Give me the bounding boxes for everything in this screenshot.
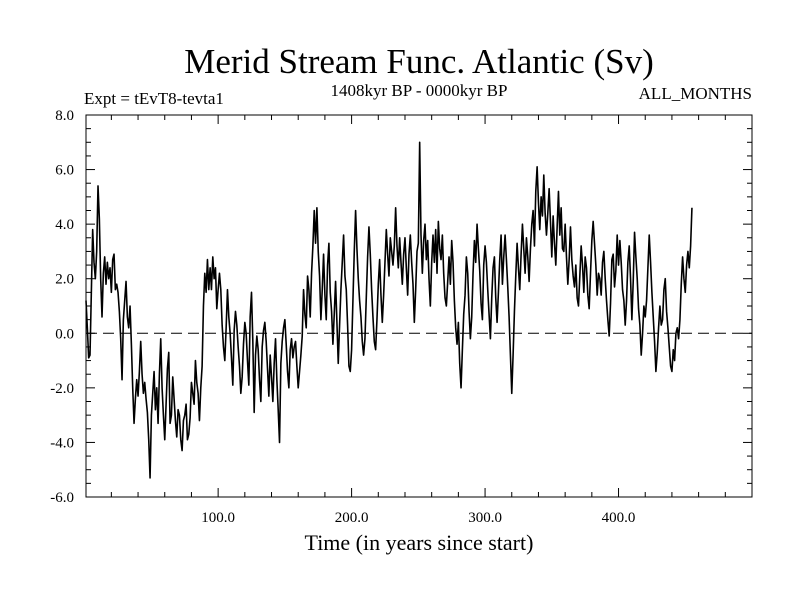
x-tick-label: 400.0 [602, 510, 636, 526]
x-tick-label: 300.0 [468, 510, 502, 526]
ticks-layer [86, 115, 753, 497]
series-line [85, 141, 693, 479]
y-tick-label: 6.0 [55, 163, 74, 179]
y-tick-label: 0.0 [55, 326, 74, 342]
experiment-label: Expt = tEvT8-tevta1 [84, 89, 224, 108]
y-tick-label: 8.0 [55, 108, 74, 124]
y-tick-label: 2.0 [55, 272, 74, 288]
y-tick-label: -2.0 [50, 381, 74, 397]
chart-title: Merid Stream Func. Atlantic (Sv) [184, 42, 654, 81]
x-axis-label: Time (in years since start) [305, 530, 534, 555]
tick-labels-layer: 100.0 200.0 300.0 400.0 -6.0 -4.0 -2.0 0.0 2.0 4.… [50, 108, 635, 526]
time-range-label: 1408kyr BP - 0000kyr BP [331, 81, 508, 100]
months-label: ALL_MONTHS [639, 84, 752, 103]
y-tick-label: 4.0 [55, 217, 74, 233]
x-tick-label: 200.0 [335, 510, 369, 526]
y-tick-label: -6.0 [50, 490, 74, 506]
series-layer [85, 141, 693, 479]
y-tick-label: -4.0 [50, 435, 74, 451]
x-tick-label: 100.0 [201, 510, 235, 526]
